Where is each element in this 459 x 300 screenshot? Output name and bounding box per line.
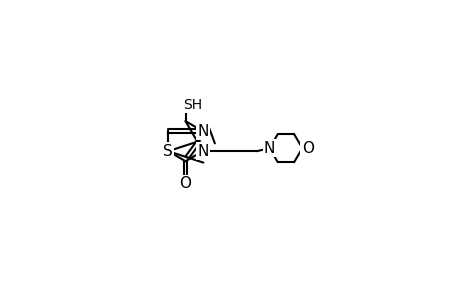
Text: N: N: [263, 141, 274, 156]
Text: SH: SH: [183, 98, 202, 112]
Text: N: N: [197, 124, 208, 139]
Text: O: O: [301, 141, 313, 156]
Text: N: N: [197, 144, 208, 159]
Text: S: S: [163, 144, 173, 159]
Text: O: O: [179, 176, 191, 191]
